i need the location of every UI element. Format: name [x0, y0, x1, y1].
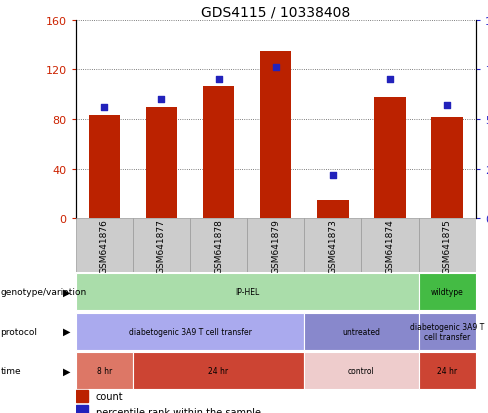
Bar — [419, 219, 476, 273]
Bar — [317, 200, 348, 219]
Bar — [76, 406, 88, 413]
Bar — [305, 352, 419, 389]
Text: time: time — [0, 366, 21, 375]
Title: GDS4115 / 10338408: GDS4115 / 10338408 — [201, 5, 350, 19]
Text: control: control — [348, 366, 375, 375]
Bar — [190, 219, 247, 273]
Text: diabetogenic 3A9 T cell transfer: diabetogenic 3A9 T cell transfer — [410, 322, 485, 341]
Bar — [133, 352, 305, 389]
Bar — [362, 219, 419, 273]
Bar — [76, 390, 88, 402]
Text: wildtype: wildtype — [431, 288, 464, 297]
Point — [215, 77, 223, 83]
Text: ▶: ▶ — [63, 366, 71, 376]
Bar — [76, 352, 133, 389]
Bar — [374, 97, 406, 219]
Bar — [203, 86, 234, 219]
Bar — [419, 274, 476, 311]
Bar — [76, 219, 133, 273]
Bar — [431, 117, 463, 219]
Point — [386, 77, 394, 83]
Text: protocol: protocol — [0, 327, 38, 336]
Text: count: count — [96, 391, 123, 401]
Bar — [305, 219, 362, 273]
Bar — [146, 107, 177, 219]
Point — [329, 172, 337, 178]
Text: IP-HEL: IP-HEL — [235, 288, 259, 297]
Text: GSM641875: GSM641875 — [443, 218, 452, 273]
Text: GSM641874: GSM641874 — [386, 218, 395, 273]
Bar — [133, 219, 190, 273]
Bar — [419, 352, 476, 389]
Text: 24 hr: 24 hr — [208, 366, 228, 375]
Text: genotype/variation: genotype/variation — [0, 288, 87, 297]
Bar — [88, 116, 120, 219]
Text: percentile rank within the sample: percentile rank within the sample — [96, 407, 261, 413]
Text: GSM641878: GSM641878 — [214, 218, 223, 273]
Text: GSM641873: GSM641873 — [328, 218, 337, 273]
Bar — [305, 313, 419, 350]
Point — [101, 104, 108, 111]
Text: GSM641879: GSM641879 — [271, 218, 280, 273]
Text: untreated: untreated — [343, 327, 381, 336]
Bar — [260, 52, 291, 219]
Bar — [419, 313, 476, 350]
Text: diabetogenic 3A9 T cell transfer: diabetogenic 3A9 T cell transfer — [128, 327, 251, 336]
Text: 24 hr: 24 hr — [437, 366, 457, 375]
Bar — [76, 313, 305, 350]
Point — [158, 97, 165, 103]
Bar — [76, 274, 419, 311]
Bar — [247, 219, 305, 273]
Text: GSM641876: GSM641876 — [100, 218, 109, 273]
Point — [443, 102, 451, 109]
Text: 8 hr: 8 hr — [97, 366, 112, 375]
Text: ▶: ▶ — [63, 287, 71, 297]
Text: GSM641877: GSM641877 — [157, 218, 166, 273]
Text: ▶: ▶ — [63, 326, 71, 337]
Point — [272, 65, 280, 71]
